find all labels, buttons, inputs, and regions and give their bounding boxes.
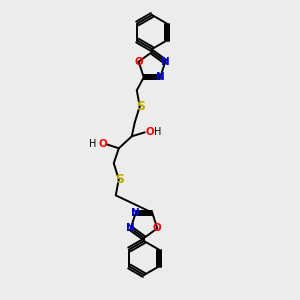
Text: N: N	[126, 223, 135, 233]
Text: O: O	[98, 139, 107, 149]
Text: H: H	[89, 139, 97, 149]
Text: O: O	[146, 127, 154, 137]
Text: S: S	[115, 173, 124, 186]
Text: N: N	[156, 72, 165, 82]
Text: O: O	[153, 223, 162, 233]
Text: N: N	[131, 208, 140, 218]
Text: N: N	[161, 57, 170, 67]
Text: H: H	[154, 127, 161, 137]
Text: S: S	[136, 100, 145, 113]
Text: O: O	[134, 57, 143, 67]
